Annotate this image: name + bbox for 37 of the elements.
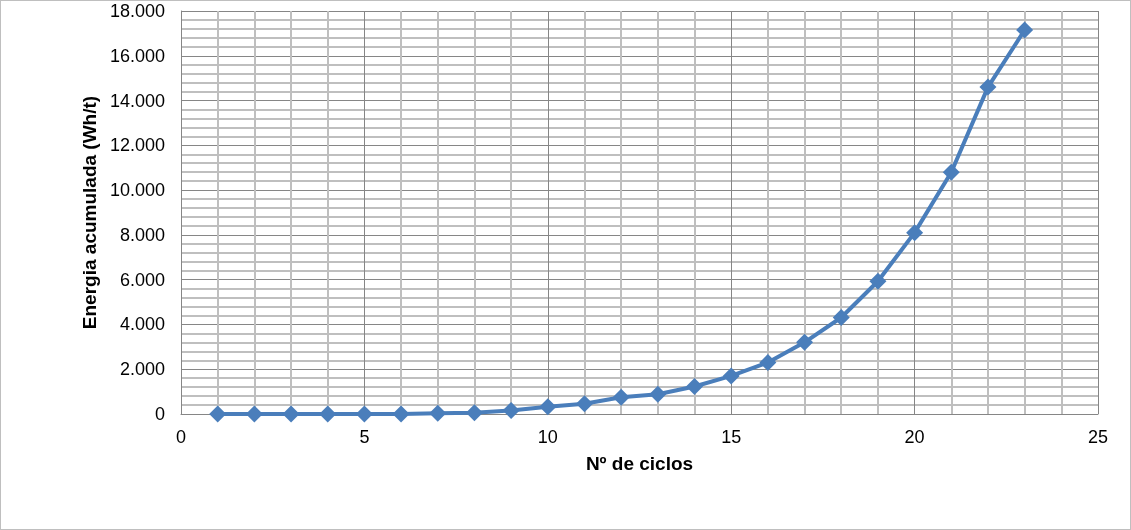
y-tick-label: 8.000: [119, 224, 165, 245]
point: [869, 272, 887, 290]
y-tick-label: 10.000: [109, 180, 165, 201]
point: [1016, 21, 1034, 39]
x-tick-label: 5: [359, 427, 370, 447]
y-tick-label: 12.000: [109, 135, 165, 156]
x-tick-label: 10: [537, 427, 558, 447]
point: [465, 404, 483, 422]
point: [539, 398, 557, 416]
point: [429, 404, 447, 422]
point: [282, 405, 300, 423]
point: [906, 224, 924, 242]
point: [686, 377, 704, 395]
y-tick-label: 6.000: [119, 269, 165, 290]
y-tick-label: 0: [154, 404, 165, 424]
point: [612, 388, 630, 406]
x-tick-label: 25: [1087, 427, 1109, 447]
point: [979, 78, 997, 96]
point: [392, 405, 410, 423]
x-tick-label: 0: [175, 427, 187, 447]
y-tick-label: 18.000: [109, 1, 165, 21]
y-tick-label: 2.000: [119, 359, 165, 380]
point: [575, 395, 593, 413]
point: [796, 333, 814, 351]
point: [832, 309, 850, 326]
y-tick-label: 16.000: [109, 45, 165, 66]
point: [759, 354, 777, 372]
point: [649, 385, 667, 403]
y-tick-label: 14.000: [109, 90, 165, 111]
point: [502, 401, 520, 419]
point: [722, 367, 740, 385]
point: [942, 163, 960, 181]
x-axis-title: Nº de ciclos: [585, 453, 694, 474]
y-axis-title: Energia acumulada (Wh/t): [79, 95, 101, 330]
y-tick-label: 4.000: [119, 314, 165, 335]
x-tick-label: 15: [721, 427, 742, 447]
x-tick-label: 20: [904, 427, 925, 447]
